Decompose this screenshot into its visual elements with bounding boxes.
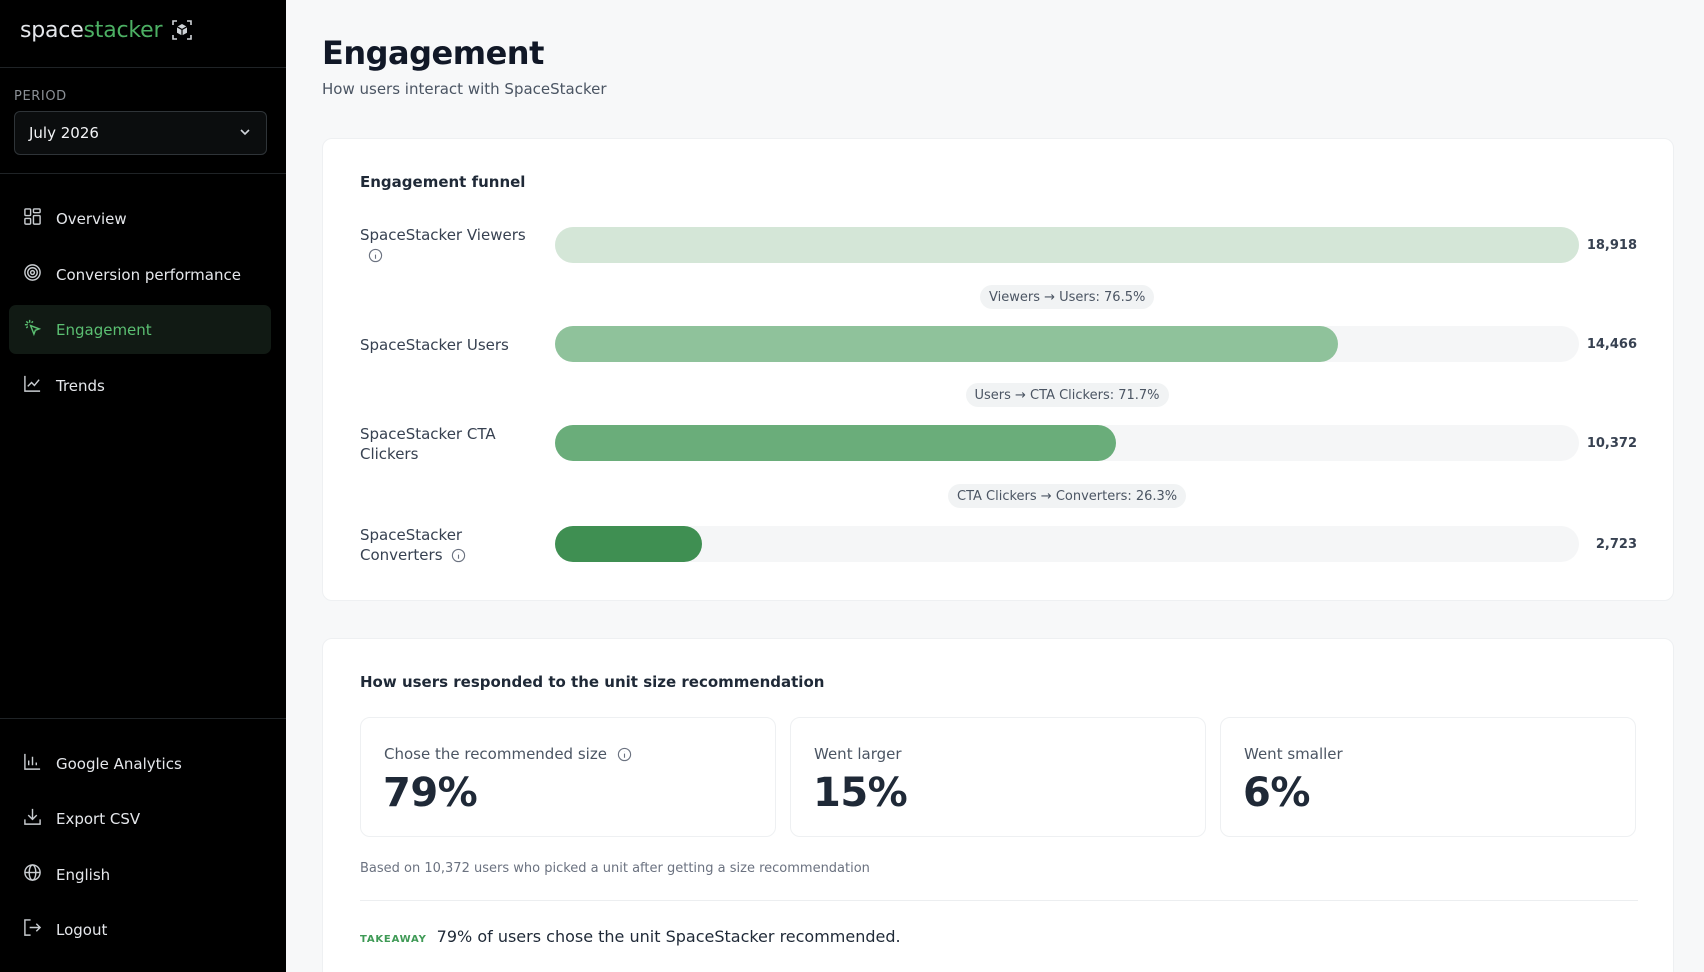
funnel-stage-label: SpaceStacker Viewers [360,225,540,268]
sidebar-divider [0,67,286,68]
info-icon[interactable] [617,747,632,766]
nav-export-csv[interactable]: Export CSV [9,794,271,843]
nav-engagement-label: Engagement [56,320,152,339]
funnel-title: Engagement funnel [360,173,526,191]
brand-logo[interactable]: space stacker [20,14,194,46]
stat-value: 15% [813,770,908,816]
sidebar-divider [0,718,286,719]
takeaway-text: 79% of users chose the unit SpaceStacker… [436,927,901,946]
stat-label: Went smaller [1244,745,1343,763]
recommendation-title: How users responded to the unit size rec… [360,673,825,691]
page-subtitle: How users interact with SpaceStacker [322,80,607,98]
stat-card-larger: Went larger 15% [790,717,1206,837]
nav-conversion-performance-label: Conversion performance [56,265,241,284]
sidebar: space stacker PERIOD July 2026 Overview C… [0,0,286,972]
funnel-conversion-pill: Viewers → Users: 76.5% [980,285,1155,309]
funnel-stage-label-text: SpaceStacker Viewers [360,226,526,244]
nav-trends-label: Trends [56,376,105,395]
nav-overview-label: Overview [56,209,127,228]
stat-card-smaller: Went smaller 6% [1220,717,1636,837]
nav-conversion-performance[interactable]: Conversion performance [9,250,271,299]
line-chart-icon [23,374,42,397]
nav-language-label: English [56,865,111,884]
stat-label: Went larger [814,745,902,763]
funnel-stage-value: 2,723 [1595,537,1637,552]
funnel-stage-label-text: SpaceStacker CTA Clickers [360,425,496,463]
funnel-bar [555,326,1338,362]
stat-value: 79% [383,770,478,816]
funnel-stage-value: 10,372 [1586,436,1637,451]
funnel-stage-label: SpaceStacker CTA Clickers [360,424,540,464]
funnel-bar-track [555,227,1579,263]
engagement-funnel-card: Engagement funnel SpaceStacker Viewers 1… [322,138,1674,601]
stat-label-text: Went smaller [1244,745,1343,763]
nav-trends[interactable]: Trends [9,361,271,410]
period-label: PERIOD [14,89,67,104]
funnel-bar [555,425,1116,461]
recommendation-card: How users responded to the unit size rec… [322,638,1674,972]
period-select[interactable]: July 2026 [14,111,267,155]
info-icon[interactable] [451,548,466,568]
divider [360,900,1638,901]
stat-label: Chose the recommended size [384,745,632,766]
nav-overview[interactable]: Overview [9,194,271,243]
nav-google-analytics[interactable]: Google Analytics [9,739,271,788]
takeaway-tag: TAKEAWAY [360,934,427,945]
main-content: Engagement How users interact with Space… [286,0,1704,972]
stat-card-recommended: Chose the recommended size 79% [360,717,776,837]
logout-icon [23,918,42,941]
funnel-stage-label-text: SpaceStacker Users [360,336,509,354]
grid-icon [23,207,42,230]
recommendation-note: Based on 10,372 users who picked a unit … [360,861,870,876]
sparkle-click-icon [23,318,42,341]
funnel-bar [555,227,1579,263]
funnel-stage-label: SpaceStacker Converters [360,525,540,568]
download-icon [23,807,42,830]
nav-export-csv-label: Export CSV [56,809,141,828]
funnel-stage-value: 14,466 [1586,337,1637,352]
funnel-bar-track [555,526,1579,562]
nav-logout-label: Logout [56,920,108,939]
nav-logout[interactable]: Logout [9,905,271,954]
page-title: Engagement [322,34,544,72]
funnel-stage-label: SpaceStacker Users [360,335,540,355]
funnel-stage-value: 18,918 [1586,238,1637,253]
stat-value: 6% [1243,770,1310,816]
funnel-conversion-pill: Users → CTA Clickers: 71.7% [965,383,1169,407]
period-value: July 2026 [29,124,99,142]
funnel-conversion-pill: CTA Clickers → Converters: 26.3% [948,484,1187,508]
globe-icon [23,863,42,886]
brand-name-part2: stacker [83,17,163,43]
brand-name-part1: space [20,17,84,43]
cube-logo-icon [170,18,194,42]
funnel-bar [555,526,702,562]
bar-chart-icon [23,752,42,775]
funnel-bar-track [555,425,1579,461]
nav-language[interactable]: English [9,850,271,899]
nav-engagement[interactable]: Engagement [9,305,271,354]
funnel-stage-label-text: SpaceStacker Converters [360,526,463,564]
funnel-bar-track [555,326,1579,362]
info-icon[interactable] [368,248,383,268]
takeaway: TAKEAWAY 79% of users chose the unit Spa… [360,927,901,946]
target-icon [23,263,42,286]
stat-label-text: Went larger [814,745,902,763]
sidebar-divider [0,173,286,174]
stat-label-text: Chose the recommended size [384,745,607,763]
chevron-down-icon [238,124,252,143]
nav-google-analytics-label: Google Analytics [56,754,182,773]
